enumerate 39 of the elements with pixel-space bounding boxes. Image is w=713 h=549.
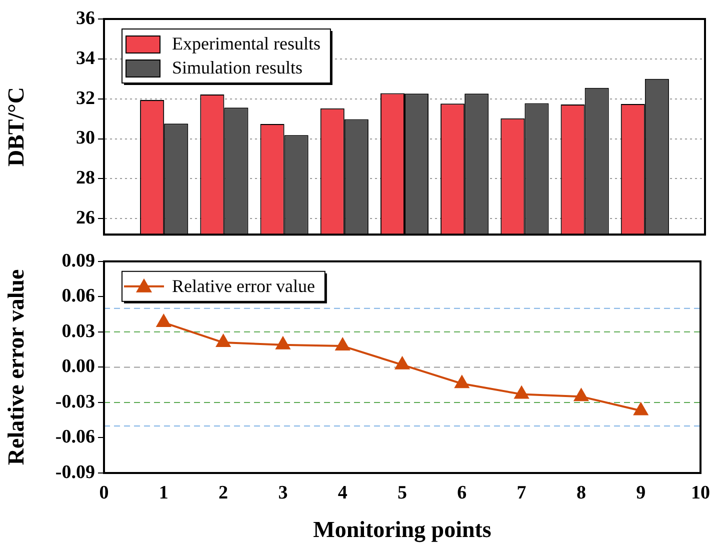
- point: [634, 402, 648, 416]
- point: [395, 356, 410, 370]
- legend-label: Relative error value: [172, 276, 315, 296]
- x-tick-label: 8: [576, 482, 586, 504]
- x-tick-label: 0: [99, 482, 109, 504]
- y-tick-label: 32: [76, 88, 95, 109]
- y-tick-label: 30: [76, 128, 95, 149]
- y-tick-label: 0.09: [62, 250, 95, 272]
- x-tick-label: 5: [398, 482, 407, 504]
- point: [276, 336, 290, 350]
- x-tick-label: 10: [691, 482, 710, 504]
- point: [454, 376, 469, 388]
- point: [156, 314, 171, 328]
- y-tick-label: 34: [76, 48, 96, 69]
- x-axis-title: Monitoring points: [313, 517, 492, 544]
- legend-label: Experimental results: [172, 34, 320, 54]
- y-axis-title: DBT/°C: [4, 87, 29, 167]
- x-tick-label: 3: [278, 482, 288, 504]
- y-tick-label: 0.03: [62, 320, 95, 342]
- y-tick-label: 36: [76, 8, 95, 29]
- point: [336, 338, 350, 351]
- x-tick-label: 7: [516, 482, 527, 504]
- legend-label: Simulation results: [172, 58, 302, 78]
- x-tick-label: 9: [636, 482, 646, 504]
- y-tick-label: 28: [76, 168, 95, 189]
- y-tick-label: 0.06: [62, 286, 95, 307]
- point: [574, 388, 588, 402]
- x-tick-label: 4: [338, 482, 348, 504]
- x-tick-label: 1: [158, 482, 168, 504]
- x-tick-label: 6: [457, 482, 467, 504]
- point: [514, 386, 529, 399]
- x-tick-label: 2: [218, 482, 228, 504]
- y-tick-label: -0.03: [55, 391, 95, 412]
- y-tick-label: -0.06: [55, 426, 95, 448]
- y-tick-label: 0.00: [62, 356, 95, 378]
- point: [216, 334, 230, 348]
- y-tick-label: -0.09: [55, 462, 95, 483]
- y-axis-title: Relative error value: [4, 269, 29, 466]
- y-tick-label: 26: [76, 208, 95, 229]
